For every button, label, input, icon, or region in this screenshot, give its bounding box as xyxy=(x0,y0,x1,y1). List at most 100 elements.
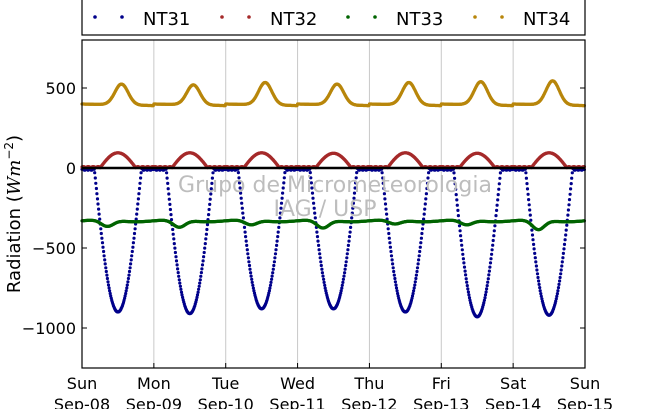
point-nt31 xyxy=(320,267,324,271)
point-nt31 xyxy=(248,267,252,271)
point-nt31 xyxy=(93,176,97,180)
point-nt31 xyxy=(345,252,349,256)
point-nt31 xyxy=(129,262,133,266)
point-nt31 xyxy=(276,230,280,234)
point-nt31 xyxy=(455,198,459,202)
point-nt31 xyxy=(415,269,419,274)
legend-marker xyxy=(220,15,224,19)
point-nt31 xyxy=(488,261,493,265)
point-nt31 xyxy=(497,187,501,191)
point-nt31 xyxy=(195,293,200,297)
point-nt31 xyxy=(527,198,531,202)
point-nt31 xyxy=(239,191,243,195)
y-tick-label: −500 xyxy=(32,239,76,258)
point-nt31 xyxy=(560,260,564,264)
point-nt31 xyxy=(458,229,462,233)
point-nt31 xyxy=(278,211,282,215)
point-nt31 xyxy=(525,187,530,191)
point-nt31 xyxy=(561,256,565,260)
x-tick-label-day: Wed xyxy=(280,374,315,393)
point-nt31 xyxy=(313,216,317,220)
point-nt31 xyxy=(488,265,492,269)
point-nt31 xyxy=(166,181,170,185)
point-nt31 xyxy=(346,243,350,247)
point-nt31 xyxy=(312,201,316,205)
point-nt31 xyxy=(279,201,284,205)
point-nt31 xyxy=(246,252,250,256)
point-nt31 xyxy=(486,280,490,284)
point-nt31 xyxy=(169,218,174,222)
point-nt31 xyxy=(529,218,533,222)
point-nt31 xyxy=(453,176,457,180)
point-nt31 xyxy=(106,283,111,287)
x-tick-label-day: Fri xyxy=(432,374,451,393)
point-nt31 xyxy=(344,260,348,264)
point-nt31 xyxy=(387,236,391,240)
point-nt31 xyxy=(424,192,428,196)
point-nt31 xyxy=(454,187,458,191)
point-nt31 xyxy=(485,284,489,288)
point-nt31 xyxy=(465,284,469,288)
point-nt31 xyxy=(280,196,284,200)
point-nt31 xyxy=(211,171,215,175)
x-tick-label-day: Tue xyxy=(211,374,239,393)
point-nt31 xyxy=(174,259,179,263)
point-nt31 xyxy=(278,216,282,220)
point-nt31 xyxy=(245,248,249,252)
point-nt31 xyxy=(452,171,456,175)
point-nt31 xyxy=(555,292,560,296)
legend-marker xyxy=(120,15,124,19)
point-nt31 xyxy=(179,287,183,291)
point-nt31 xyxy=(556,286,561,290)
point-nt31 xyxy=(309,176,313,180)
point-nt31 xyxy=(108,291,112,296)
point-nt31 xyxy=(531,238,535,242)
point-nt31 xyxy=(532,247,536,251)
point-nt31 xyxy=(310,186,314,190)
point-nt31 xyxy=(496,198,500,202)
point-nt31 xyxy=(569,187,573,191)
point-nt31 xyxy=(130,254,134,258)
point-nt31 xyxy=(567,198,572,202)
point-nt31 xyxy=(491,238,495,243)
point-nt31 xyxy=(241,216,245,220)
point-nt31 xyxy=(322,280,326,284)
point-nt31 xyxy=(104,269,108,274)
point-nt31 xyxy=(534,264,539,268)
point-nt31 xyxy=(353,186,357,190)
point-nt31 xyxy=(570,171,574,175)
point-nt31 xyxy=(209,187,213,191)
point-nt31 xyxy=(566,208,571,212)
point-nt31 xyxy=(322,277,326,281)
point-nt31 xyxy=(496,193,500,197)
point-nt31 xyxy=(417,254,421,258)
point-nt31 xyxy=(490,248,494,252)
legend-marker xyxy=(346,15,350,19)
point-nt31 xyxy=(93,171,97,175)
point-nt31 xyxy=(484,290,488,294)
point-nt31 xyxy=(277,225,281,229)
point-nt31 xyxy=(340,286,344,290)
point-nt31 xyxy=(279,206,283,210)
point-nt31 xyxy=(204,232,208,236)
point-nt31 xyxy=(210,176,214,180)
point-nt31 xyxy=(244,239,248,243)
point-nt31 xyxy=(99,227,103,231)
point-nt31 xyxy=(125,283,129,287)
point-nt31 xyxy=(272,263,276,268)
point-nt31 xyxy=(381,176,385,180)
point-nt31 xyxy=(245,243,249,247)
point-nt31 xyxy=(392,269,396,274)
point-nt31 xyxy=(528,213,532,217)
point-nt31 xyxy=(354,181,358,185)
point-nt31 xyxy=(456,208,460,212)
point-nt31 xyxy=(124,291,128,296)
point-nt31 xyxy=(468,298,472,302)
point-nt31 xyxy=(208,202,212,206)
point-nt31 xyxy=(100,236,104,240)
point-nt31 xyxy=(564,233,568,237)
point-nt31 xyxy=(173,246,177,250)
point-nt31 xyxy=(423,202,427,206)
point-nt31 xyxy=(341,277,345,281)
